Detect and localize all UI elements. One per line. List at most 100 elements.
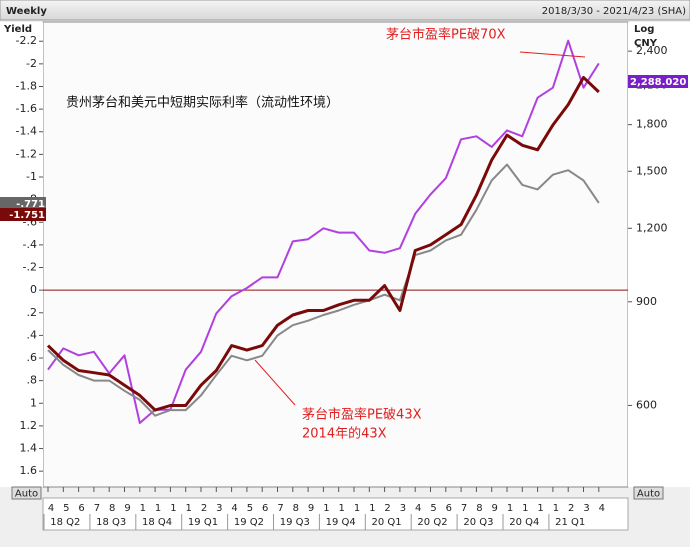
month-label: 9 bbox=[308, 503, 314, 514]
time-axis-panel bbox=[42, 497, 629, 531]
y-tick-label: -1.8 bbox=[16, 79, 37, 92]
annotation: 茅台市盈率PE破70X bbox=[386, 27, 506, 43]
month-label: 1 bbox=[354, 503, 360, 514]
autoscale-label[interactable]: Auto bbox=[15, 489, 38, 500]
y2-tick-label: 900 bbox=[636, 295, 657, 308]
last-value-label: -.771 bbox=[16, 199, 45, 210]
quarter-label: 19 Q2 bbox=[234, 517, 264, 528]
month-label: 5 bbox=[247, 503, 253, 514]
month-label: 4 bbox=[48, 503, 54, 514]
month-label: 4 bbox=[415, 503, 421, 514]
month-label: 6 bbox=[78, 503, 84, 514]
series-layer bbox=[46, 39, 600, 424]
y-tick-label: -.2 bbox=[23, 261, 37, 274]
y-tick-label: .4 bbox=[27, 328, 38, 341]
month-label: 1 bbox=[507, 503, 513, 514]
month-label: 2 bbox=[568, 503, 574, 514]
y2-tick-label: 1,800 bbox=[636, 118, 668, 131]
month-label: 1 bbox=[140, 503, 146, 514]
annotation: 茅台市盈率PE破43X bbox=[302, 407, 422, 423]
y-tick-label: 1.2 bbox=[20, 419, 38, 432]
quarter-label: 19 Q1 bbox=[188, 517, 218, 528]
y-tick-label: -1.4 bbox=[16, 125, 37, 138]
month-label: 1 bbox=[323, 503, 329, 514]
y-tick-label: -1 bbox=[26, 170, 37, 183]
y2-axis-unit: CNY bbox=[634, 38, 658, 49]
month-label: 1 bbox=[186, 503, 192, 514]
last-value-label: -1.751 bbox=[9, 210, 45, 221]
month-label: 1 bbox=[537, 503, 543, 514]
month-label: 3 bbox=[216, 503, 222, 514]
y-tick-label: -.4 bbox=[23, 238, 37, 251]
quarter-label: 18 Q3 bbox=[96, 517, 126, 528]
y2-axis-scale: Log bbox=[634, 24, 654, 35]
y-tick-label: .6 bbox=[27, 351, 38, 364]
y-tick-label: 1.6 bbox=[20, 464, 38, 477]
header-bar bbox=[0, 0, 690, 21]
annotation: 2014年的43X bbox=[302, 426, 387, 442]
y-tick-label: -1.6 bbox=[16, 102, 37, 115]
y2-tick-label: 600 bbox=[636, 398, 657, 411]
quarter-label: 20 Q2 bbox=[417, 517, 447, 528]
y2-tick-label: 2,400 bbox=[636, 44, 668, 57]
y-tick-label: .8 bbox=[27, 374, 38, 387]
month-label: 8 bbox=[293, 503, 299, 514]
autoscale-button[interactable] bbox=[11, 486, 42, 500]
tag-layer: -.771-1.751 2,288.020 bbox=[0, 75, 688, 221]
quarter-label: 19 Q3 bbox=[280, 517, 310, 528]
last-value-tag bbox=[628, 75, 688, 88]
month-label: 6 bbox=[446, 503, 452, 514]
interval-label: Weekly bbox=[6, 6, 47, 17]
right-axis-panel bbox=[628, 22, 690, 487]
quarter-label: 20 Q3 bbox=[463, 517, 493, 528]
plot-area bbox=[42, 21, 629, 488]
quarter-label: 20 Q4 bbox=[509, 517, 539, 528]
y2-tick-label: 1,200 bbox=[636, 221, 668, 234]
annotation-pointer bbox=[519, 51, 586, 58]
month-label: 1 bbox=[369, 503, 375, 514]
autoscale-label[interactable]: Auto bbox=[637, 489, 660, 500]
month-label: 2 bbox=[384, 503, 390, 514]
grid-layer: -2.2-2-1.8-1.6-1.4-1.2-1-.8-.6-.4-.20.2.… bbox=[16, 34, 668, 530]
last-value-label: 2,288.020 bbox=[630, 77, 686, 88]
quarter-label: 20 Q1 bbox=[372, 517, 402, 528]
month-label: 7 bbox=[277, 503, 283, 514]
y-tick-label: -2 bbox=[26, 57, 37, 70]
month-label: 9 bbox=[492, 503, 498, 514]
quarter-label: 18 Q2 bbox=[50, 517, 80, 528]
month-label: 3 bbox=[583, 503, 589, 514]
month-label: 1 bbox=[553, 503, 559, 514]
quarter-label: 21 Q1 bbox=[555, 517, 585, 528]
y2-tick-label: 1,500 bbox=[636, 164, 668, 177]
month-label: 1 bbox=[522, 503, 528, 514]
left-axis-panel bbox=[0, 22, 43, 487]
y-tick-label: 1 bbox=[30, 396, 37, 409]
month-label: 6 bbox=[262, 503, 268, 514]
month-label: 9 bbox=[124, 503, 130, 514]
month-label: 1 bbox=[170, 503, 176, 514]
series-line bbox=[46, 75, 600, 412]
month-label: 7 bbox=[94, 503, 100, 514]
series-line bbox=[47, 39, 600, 424]
y-axis-title: Yield bbox=[3, 24, 32, 35]
y-tick-label: 1.4 bbox=[20, 442, 38, 455]
month-label: 5 bbox=[63, 503, 69, 514]
chart-title: 贵州茅台和美元中短期实际利率（流动性环境） bbox=[66, 95, 339, 111]
quarter-label: 19 Q4 bbox=[326, 517, 356, 528]
series-line bbox=[47, 163, 600, 417]
annotation-pointer bbox=[254, 359, 296, 406]
month-label: 1 bbox=[155, 503, 161, 514]
month-label: 3 bbox=[400, 503, 406, 514]
last-value-tag bbox=[0, 208, 46, 221]
y-tick-label: -1.2 bbox=[16, 147, 37, 160]
y-tick-label: -2.2 bbox=[16, 34, 37, 47]
month-label: 8 bbox=[476, 503, 482, 514]
month-label: 4 bbox=[599, 503, 605, 514]
date-range: 2018/3/30 - 2021/4/23 (SHA) bbox=[542, 6, 686, 17]
quarter-label: 18 Q4 bbox=[142, 517, 172, 528]
month-label: 1 bbox=[339, 503, 345, 514]
month-label: 7 bbox=[461, 503, 467, 514]
last-value-tag bbox=[0, 197, 46, 210]
autoscale-button[interactable] bbox=[633, 486, 664, 500]
